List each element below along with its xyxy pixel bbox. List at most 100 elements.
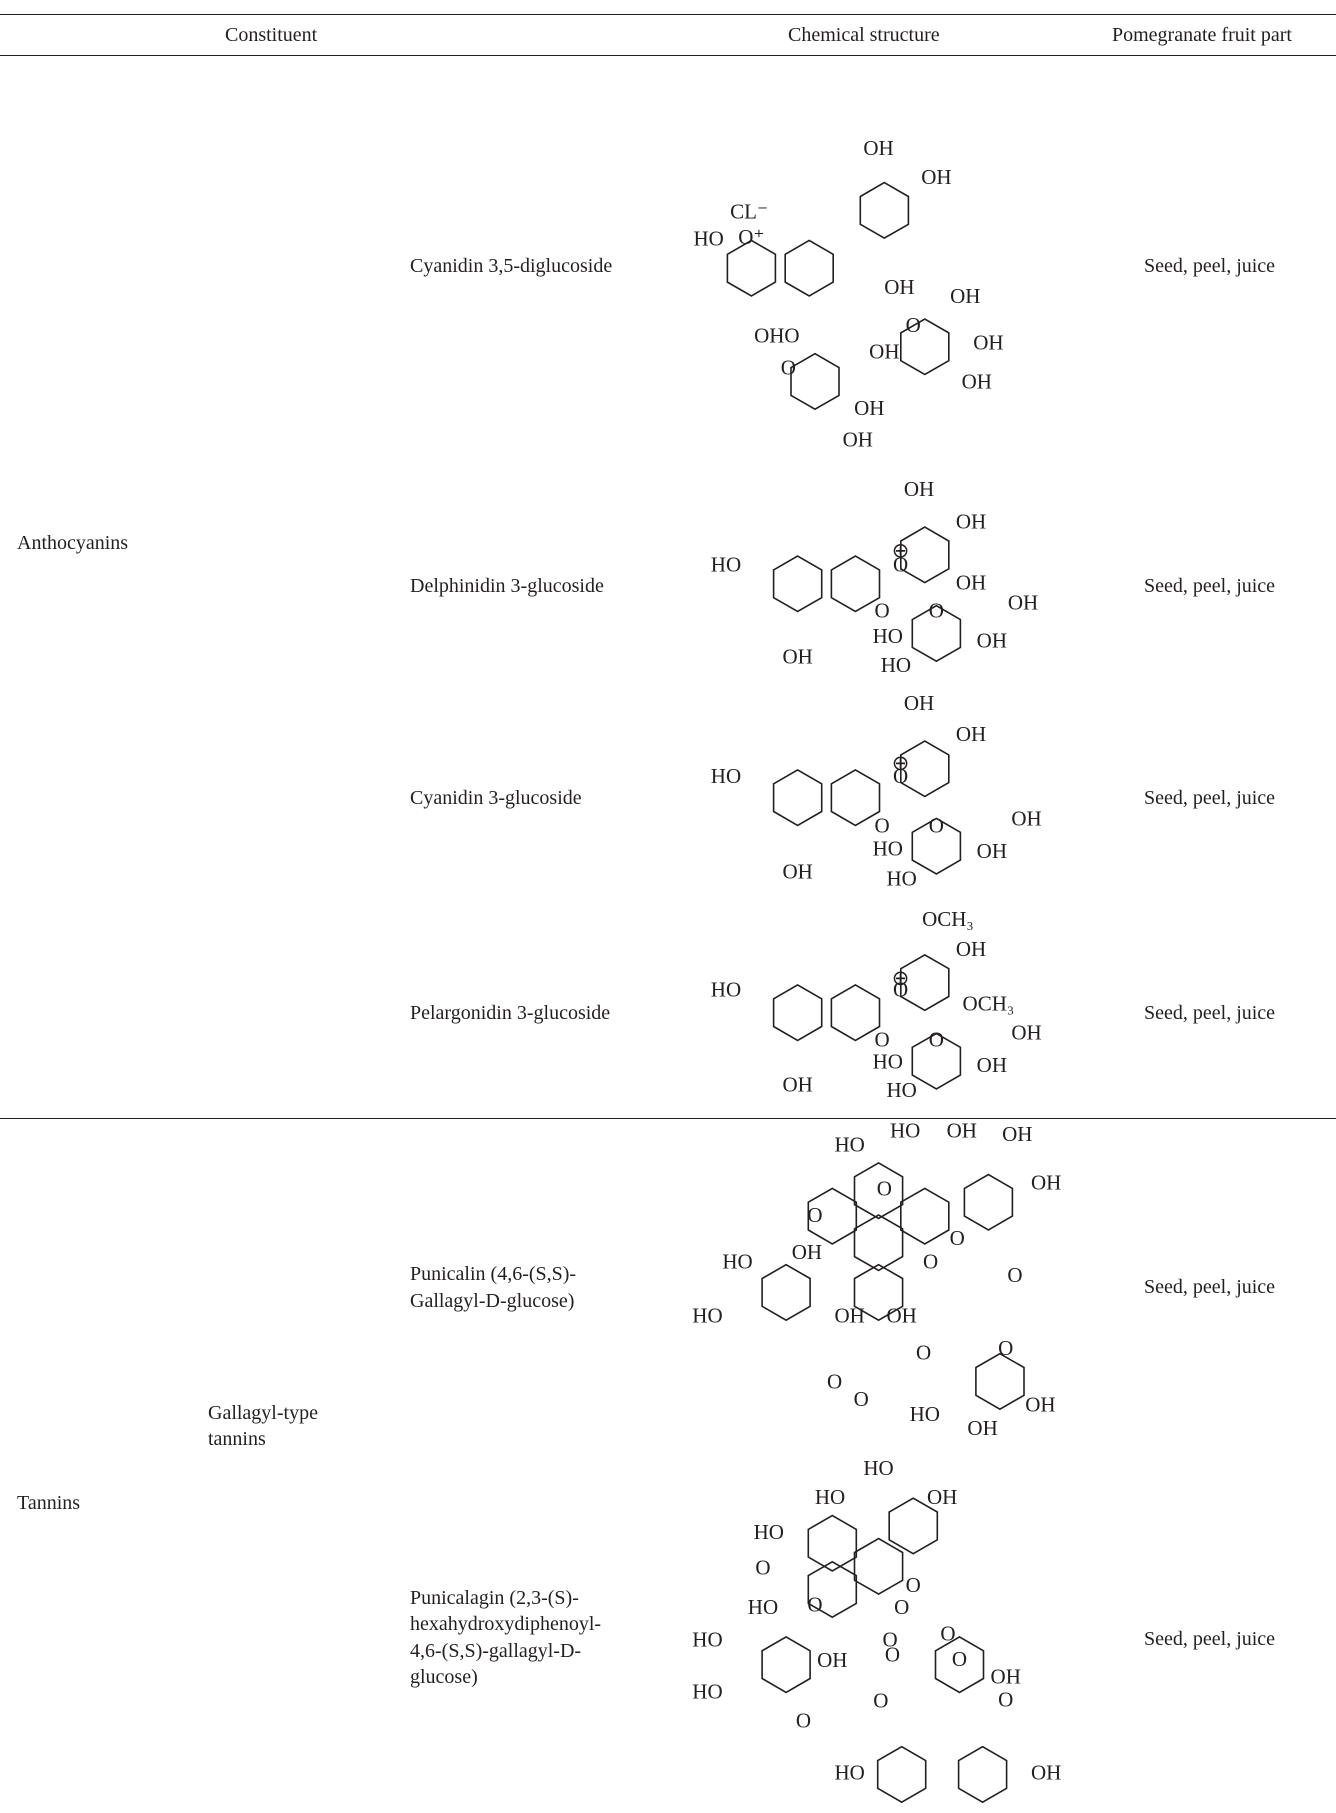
atom-label: O (883, 1627, 898, 1651)
atom-label: O (1007, 1263, 1022, 1287)
atom-label: OH (950, 284, 980, 308)
atom-label: O (906, 313, 921, 337)
atom-label: O (929, 1027, 944, 1051)
atom-label: O (874, 1027, 889, 1051)
atom-label: OCH₃ (963, 992, 1015, 1016)
atom-label: O (893, 552, 908, 576)
atom-label: O (781, 356, 796, 380)
ring (911, 604, 962, 663)
atom-label: O (877, 1176, 892, 1200)
atom-label: O (755, 1556, 770, 1580)
atom-label: OH (782, 1072, 812, 1096)
fruit-part: Seed, peel, juice (1144, 575, 1276, 598)
ring (807, 1514, 858, 1572)
atom-label: O (893, 978, 908, 1002)
atom-label: HO (711, 978, 741, 1002)
atom-label: ⊕ (892, 751, 910, 775)
atom-label: HO (711, 552, 741, 576)
atom-label: HO (873, 1049, 903, 1073)
atom-label: OH (869, 340, 899, 364)
ring (899, 1187, 950, 1245)
group-rule (0, 1118, 1336, 1119)
constituent-name: Delphinidin 3-glucoside (410, 575, 604, 598)
fruit-part: Seed, peel, juice (1144, 254, 1276, 277)
ring (899, 740, 950, 798)
ring (830, 768, 881, 827)
atom-label: HO (881, 653, 911, 677)
atom-label: HO (692, 1627, 722, 1651)
atom-label: OH (1031, 1171, 1061, 1195)
atom-label: OH (843, 427, 873, 451)
fruit-part: Seed, peel, juice (1144, 1628, 1276, 1651)
ring (888, 1497, 939, 1555)
atom-label: O (874, 814, 889, 838)
atom-label: HO (692, 1679, 722, 1703)
atom-label: OH (977, 839, 1007, 863)
fruit-part: Seed, peel, juice (1144, 1275, 1276, 1298)
atom-label: OH (782, 645, 812, 669)
atom-label: HO (873, 624, 903, 648)
subgroup-label: Gallagyl-type (208, 1402, 318, 1424)
atom-label: OH (921, 165, 951, 189)
atom-label: O (950, 1226, 965, 1250)
constituent-name: 4,6-(S,S)-gallagyl-D- (410, 1639, 582, 1662)
fruit-part: Seed, peel, juice (1144, 786, 1276, 809)
ring (934, 1635, 985, 1694)
constituent-name: glucose) (410, 1666, 478, 1689)
atom-label: O (916, 1341, 931, 1365)
atom-label: OH (863, 136, 893, 160)
ring (876, 1745, 927, 1804)
atom-label: O (854, 1387, 869, 1411)
header: Constituent (225, 24, 318, 46)
atom-label: HO (887, 867, 917, 891)
ring (899, 318, 950, 376)
atom-label: O (807, 1203, 822, 1227)
ring (761, 1263, 811, 1322)
atom-label: O (998, 1687, 1013, 1711)
ring (772, 983, 823, 1042)
atom-label: OH (956, 571, 986, 595)
atom-label: OH (947, 1119, 977, 1143)
atom-label: OH (956, 509, 986, 533)
ring (784, 239, 835, 297)
atom-label: O (874, 598, 889, 622)
header: Chemical structure (788, 24, 940, 46)
ring (853, 1263, 904, 1322)
atom-label: HO (863, 1456, 893, 1480)
atom-label: HO (834, 1133, 864, 1157)
constituent-name: Punicalin (4,6-(S,S)- (410, 1262, 577, 1285)
header-rule (0, 55, 1336, 56)
constituent-name: Punicalagin (2,3-(S)- (410, 1586, 579, 1609)
atom-label: HO (873, 837, 903, 861)
fruit-part: Seed, peel, juice (1144, 1001, 1276, 1024)
atom-label: HO (692, 1304, 722, 1328)
atom-label: OH (977, 629, 1007, 653)
atom-label: O (998, 1336, 1013, 1360)
atom-label: OH (904, 477, 934, 501)
header: Pomegranate fruit part (1112, 24, 1292, 46)
atom-label: OH (834, 1304, 864, 1328)
atom-label: HO (754, 1520, 784, 1544)
atom-label: OH (817, 1648, 847, 1672)
ring (853, 1214, 904, 1272)
atom-label: HO (910, 1402, 940, 1426)
ring (807, 1560, 858, 1619)
atom-label: OHO (754, 323, 800, 347)
atom-label: O (807, 1593, 822, 1617)
ring (772, 768, 823, 827)
ring (911, 817, 962, 875)
constituent-name: hexahydroxydiphenoyl- (410, 1613, 602, 1636)
ring (957, 1745, 1008, 1804)
atom-label: OH (962, 370, 992, 394)
ring (853, 1161, 904, 1220)
constituent-name: Cyanidin 3,5-diglucoside (410, 254, 613, 277)
atom-label: O (906, 1573, 921, 1597)
atom-label: O (929, 598, 944, 622)
top-rule (0, 14, 1336, 15)
atom-label: O (827, 1370, 842, 1394)
ring (853, 1537, 904, 1596)
atom-label: O (923, 1249, 938, 1273)
constituent-name: Cyanidin 3-glucoside (410, 786, 582, 809)
subgroup-label: tannins (208, 1428, 266, 1450)
